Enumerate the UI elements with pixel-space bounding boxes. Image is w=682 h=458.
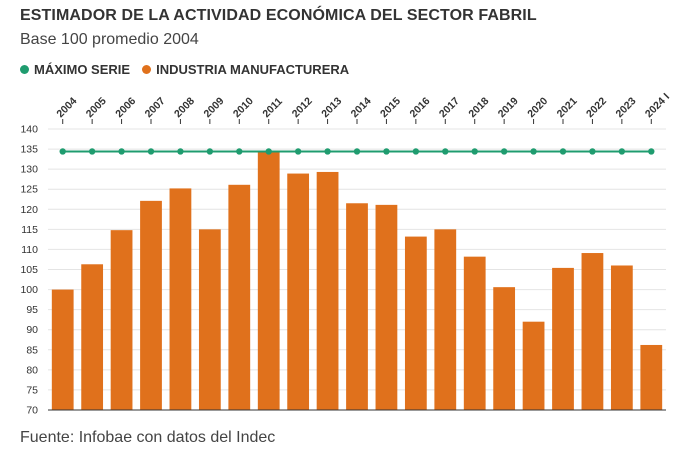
bar-2016 [404, 236, 427, 410]
legend-swatch-max [20, 65, 29, 74]
x-tick-label: 2005 [84, 95, 109, 120]
y-tick-label: 90 [26, 324, 38, 336]
y-tick-label: 130 [20, 164, 38, 176]
y-tick-label: 70 [26, 405, 38, 417]
bar-2012 [287, 173, 310, 410]
bar-2019 [493, 287, 516, 410]
x-tick-label: 2014 [349, 95, 374, 120]
bar-2021 [552, 267, 574, 410]
max-point-2004 [59, 148, 66, 155]
x-tick-label: 2012 [290, 95, 315, 120]
x-tick-label: 2018 [466, 95, 491, 120]
x-tick-label: 2009 [201, 95, 226, 120]
max-point-2009 [206, 148, 214, 155]
x-tick-label: 2023 [613, 95, 638, 120]
y-tick-label: 80 [26, 364, 38, 376]
bar-2017 [434, 229, 457, 410]
max-point-2013 [324, 148, 331, 155]
bar-2004 [51, 289, 74, 410]
max-point-2022 [589, 148, 596, 155]
max-point-2024-I [648, 148, 655, 155]
max-point-2021 [559, 148, 567, 155]
x-tick-label: 2022 [584, 95, 609, 120]
legend-label-industry: INDUSTRIA MANUFACTURERA [156, 62, 350, 77]
max-point-2007 [147, 148, 155, 155]
bar-2018 [463, 256, 486, 410]
max-point-2023 [618, 148, 626, 155]
x-tick-label: 2010 [231, 95, 256, 120]
legend-swatch-industry [142, 65, 152, 74]
max-point-2005 [88, 148, 96, 155]
bar-2006 [110, 230, 133, 410]
x-tick-label: 2017 [437, 95, 462, 120]
y-tick-label: 125 [20, 184, 38, 196]
max-point-2008 [177, 148, 184, 155]
bar-2022 [581, 253, 604, 410]
y-tick-label: 120 [20, 204, 38, 216]
max-point-2020 [530, 148, 537, 155]
max-point-2017 [442, 148, 449, 155]
y-tick-label: 115 [21, 224, 38, 236]
x-tick-label: 2024 I [643, 91, 672, 120]
max-point-2014 [353, 148, 361, 155]
x-tick-label: 2013 [319, 95, 344, 120]
chart-title: ESTIMADOR DE LA ACTIVIDAD ECONÓMICA DEL … [20, 7, 537, 24]
y-tick-label: 140 [20, 124, 38, 136]
x-tick-label: 2008 [172, 95, 197, 120]
x-tick-label: 2007 [143, 95, 168, 120]
max-point-2015 [383, 148, 390, 155]
bar-2024-I [640, 344, 663, 410]
y-tick-label: 110 [21, 244, 38, 256]
bar-2007 [140, 200, 162, 410]
bar-2013 [316, 171, 339, 410]
source-note: Fuente: Infobae con datos del Indec [20, 429, 276, 446]
bar-2015 [375, 204, 398, 410]
bar-2023 [610, 265, 633, 410]
max-point-2012 [294, 148, 302, 155]
bar-2011 [257, 151, 280, 411]
bar-2010 [228, 184, 251, 410]
y-tick-label: 105 [20, 264, 38, 276]
legend-item-industry: INDUSTRIA MANUFACTURERA [142, 62, 349, 77]
legend-label-max: MÁXIMO SERIE [34, 62, 131, 77]
max-point-2011 [265, 148, 272, 155]
y-tick-label: 135 [20, 144, 38, 156]
x-tick-label: 2016 [407, 95, 432, 120]
chart-subtitle: Base 100 promedio 2004 [20, 31, 199, 48]
y-tick-label: 85 [26, 344, 38, 356]
max-point-2019 [500, 148, 508, 155]
x-tick-label: 2015 [378, 95, 403, 120]
max-point-2016 [412, 148, 420, 155]
bar-2005 [81, 264, 104, 410]
bar-2014 [346, 203, 368, 410]
bar-2020 [522, 321, 545, 410]
x-tick-label: 2011 [260, 95, 285, 120]
x-tick-label: 2021 [555, 95, 580, 120]
legend-item-max: MÁXIMO SERIE [20, 62, 130, 77]
y-tick-label: 75 [26, 384, 38, 396]
bar-2008 [169, 188, 192, 410]
max-point-2006 [118, 148, 125, 155]
x-tick-label: 2020 [525, 95, 550, 120]
max-point-2010 [236, 148, 243, 155]
x-tick-label: 2019 [496, 95, 521, 120]
x-tick-label: 2004 [54, 95, 79, 120]
y-tick-label: 95 [26, 304, 38, 316]
legend: MÁXIMO SERIE INDUSTRIA MANUFACTURERA [20, 62, 349, 77]
x-tick-label: 2006 [113, 95, 138, 120]
y-tick-label: 100 [20, 284, 38, 296]
max-point-2018 [471, 148, 478, 155]
bar-2009 [198, 229, 221, 410]
